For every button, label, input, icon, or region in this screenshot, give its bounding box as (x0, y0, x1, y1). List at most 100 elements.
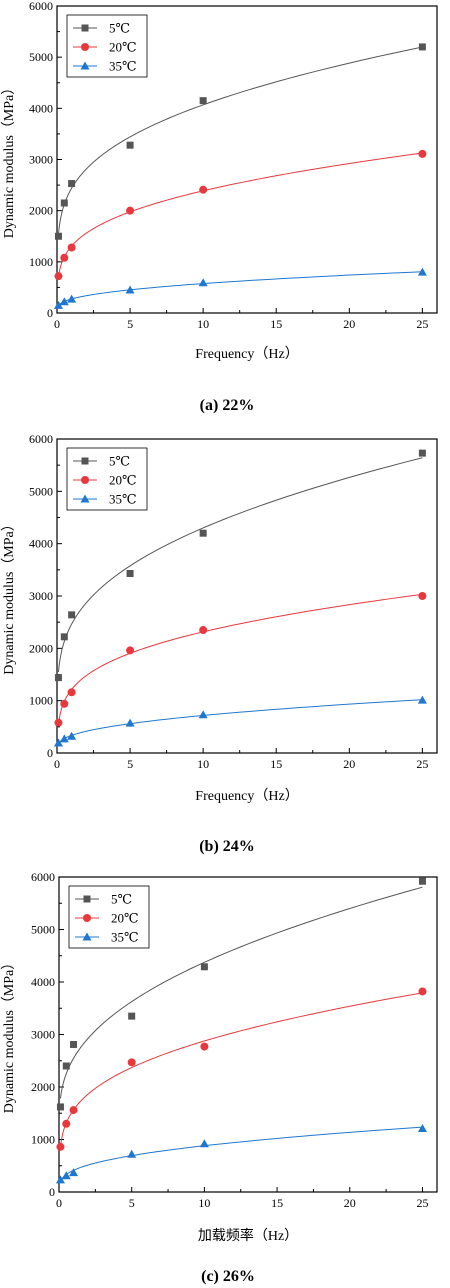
legend-marker-circle (81, 476, 89, 484)
legend-marker-triangle (80, 61, 90, 70)
x-tick-label: 0 (54, 317, 60, 331)
data-point-square (126, 141, 134, 149)
data-point-square (199, 529, 207, 537)
data-point-triangle (417, 267, 427, 276)
y-tick-label: 1000 (31, 1133, 55, 1147)
data-point-circle (126, 206, 135, 215)
data-point-square (60, 199, 68, 207)
data-point-square (128, 1012, 136, 1020)
data-point-square (418, 449, 426, 457)
x-tick-label: 25 (416, 757, 428, 771)
legend-label: 35℃ (109, 492, 137, 507)
data-point-triangle (67, 731, 77, 740)
y-tick-label: 6000 (31, 870, 55, 884)
data-point-triangle (198, 278, 208, 287)
x-tick-label: 20 (343, 317, 355, 331)
legend-label: 35℃ (111, 930, 139, 945)
legend-box (66, 447, 148, 511)
legend-marker-triangle (80, 494, 90, 503)
data-point-square (56, 1103, 64, 1111)
y-tick-label: 0 (47, 306, 53, 320)
data-point-triangle (53, 738, 63, 747)
data-point-circle (127, 1058, 136, 1067)
x-tick-label: 10 (197, 757, 209, 771)
x-tick-label: 15 (270, 757, 282, 771)
data-point-square (199, 97, 207, 105)
data-point-triangle (69, 1168, 79, 1177)
data-point-triangle (55, 1175, 65, 1184)
x-tick-label: 5 (129, 1196, 135, 1210)
y-tick-label: 5000 (29, 50, 53, 64)
x-tick-label: 5 (127, 317, 133, 331)
legend-marker-square (83, 895, 91, 903)
data-point-circle (54, 718, 63, 727)
data-point-square (54, 674, 62, 682)
data-point-triangle (53, 300, 63, 309)
data-point-triangle (59, 734, 69, 743)
legend-marker-circle (83, 914, 91, 922)
legend-label: 5℃ (109, 21, 130, 36)
y-tick-label: 0 (49, 1185, 55, 1199)
data-point-square (60, 633, 68, 641)
y-tick-label: 5000 (29, 484, 53, 498)
panel-caption: (c) 26% (201, 1268, 255, 1285)
y-tick-label: 3000 (31, 1028, 55, 1042)
legend-label: 20℃ (109, 473, 137, 488)
panel-caption: (b) 24% (199, 838, 255, 855)
fit-line-1 (57, 457, 423, 673)
data-point-triangle (198, 710, 208, 719)
x-tick-label: 25 (416, 1196, 428, 1210)
y-tick-label: 6000 (29, 0, 53, 13)
data-point-circle (69, 1106, 78, 1115)
data-point-circle (199, 185, 208, 194)
fit-line-3 (58, 699, 423, 744)
x-tick-label: 25 (416, 317, 428, 331)
data-point-square (126, 569, 134, 577)
legend-box (68, 885, 150, 949)
legend-marker-square (81, 24, 89, 32)
chart-panel-3: 0 5 10 15 20 25 0 1000 2000 3000 4000 5000 6000 加载频率（… (1, 870, 438, 1285)
data-point-square (418, 877, 426, 885)
data-point-square (70, 1040, 78, 1048)
data-point-circle (418, 149, 427, 158)
y-axis-title: Dynamic modulus（MPa） (1, 517, 17, 675)
data-point-triangle (67, 294, 77, 303)
y-tick-label: 1000 (29, 694, 53, 708)
data-point-square (54, 232, 62, 240)
data-point-circle (67, 688, 76, 697)
y-axis-title: Dynamic modulus（MPa） (1, 81, 17, 239)
legend-label: 20℃ (111, 911, 139, 926)
fit-line-1 (59, 886, 423, 1099)
x-tick-label: 15 (270, 317, 282, 331)
x-tick-label: 0 (56, 1196, 62, 1210)
data-point-square (68, 180, 76, 188)
y-tick-label: 5000 (31, 923, 55, 937)
legend-label: 5℃ (111, 892, 132, 907)
data-point-triangle (127, 1149, 137, 1158)
legend-label: 5℃ (109, 454, 130, 469)
fit-line-2 (57, 593, 423, 725)
y-tick-label: 4000 (29, 101, 53, 115)
data-point-circle (418, 987, 427, 996)
data-point-square (62, 1062, 70, 1070)
data-point-circle (67, 243, 76, 252)
data-point-circle (62, 1119, 71, 1128)
legend-label: 20℃ (109, 40, 137, 55)
fit-line-3 (58, 271, 423, 306)
data-point-circle (199, 626, 208, 635)
legend-marker-square (81, 457, 89, 465)
data-point-triangle (125, 718, 135, 727)
y-tick-label: 2000 (29, 641, 53, 655)
y-tick-label: 3000 (29, 589, 53, 603)
x-tick-label: 10 (197, 317, 209, 331)
y-tick-label: 4000 (29, 537, 53, 551)
y-axis-title: Dynamic modulus（MPa） (1, 956, 17, 1114)
x-axis-title: 加载频率（Hz） (198, 1227, 298, 1244)
fit-line-2 (57, 152, 423, 278)
x-tick-label: 0 (54, 757, 60, 771)
legend-label: 35℃ (109, 59, 137, 74)
x-axis-title: Frequency（Hz） (195, 788, 298, 804)
y-tick-label: 2000 (29, 204, 53, 218)
data-point-circle (56, 1142, 65, 1151)
data-point-triangle (59, 297, 69, 306)
